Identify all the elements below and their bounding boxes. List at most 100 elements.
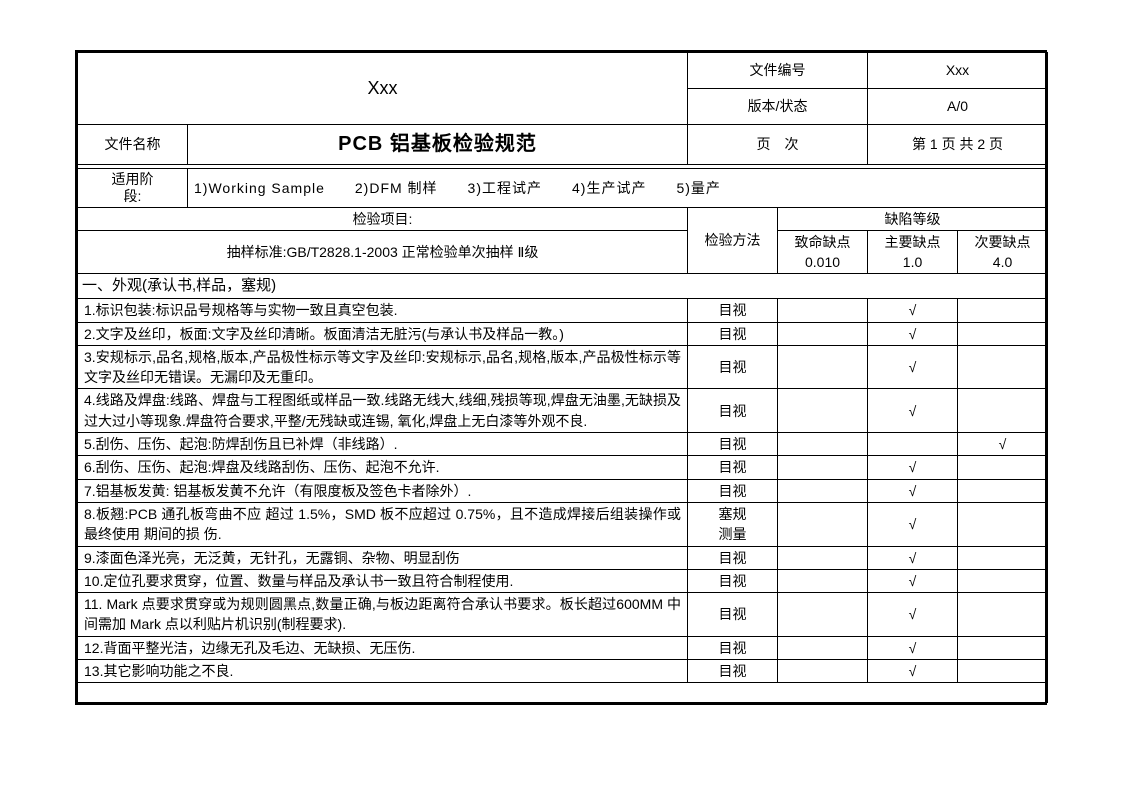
table-row: 11. Mark 点要求贯穿或为规则圆黑点,数量正确,与板边距离符合承认书要求。…	[78, 593, 1048, 637]
page-value: 第 1 页 共 2 页	[868, 125, 1048, 165]
document-sheet: Xxx 文件编号 Xxx 版本/状态 A/0 文件名称 PCB 铝基板检验规范 …	[75, 50, 1047, 705]
item-minor	[958, 299, 1048, 322]
item-fatal	[778, 456, 868, 479]
item-major: √	[868, 456, 958, 479]
fatal-value: 0.010	[805, 254, 840, 270]
version-label: 版本/状态	[688, 89, 868, 125]
item-desc: 7.铝基板发黄: 铝基板发黄不允许（有限度板及签色卡者除外）.	[78, 479, 688, 502]
minor-header: 次要缺点 4.0	[958, 230, 1048, 274]
sampling-standard: 抽样标准:GB/T2828.1-2003 正常检验单次抽样 Ⅱ级	[78, 230, 688, 274]
item-fatal	[778, 322, 868, 345]
item-method: 目视	[688, 433, 778, 456]
item-desc: 8.板翘:PCB 通孔板弯曲不应 超过 1.5%，SMD 板不应超过 0.75%…	[78, 502, 688, 546]
major-value: 1.0	[903, 254, 922, 270]
item-method: 目视	[688, 479, 778, 502]
item-method: 塞规测量	[688, 502, 778, 546]
table-row: 8.板翘:PCB 通孔板弯曲不应 超过 1.5%，SMD 板不应超过 0.75%…	[78, 502, 1048, 546]
item-minor	[958, 546, 1048, 569]
main-table: Xxx 文件编号 Xxx 版本/状态 A/0 文件名称 PCB 铝基板检验规范 …	[77, 52, 1048, 703]
item-minor	[958, 322, 1048, 345]
item-major: √	[868, 479, 958, 502]
item-method: 目视	[688, 636, 778, 659]
table-row: 7.铝基板发黄: 铝基板发黄不允许（有限度板及签色卡者除外）.目视 √	[78, 479, 1048, 502]
item-major	[868, 433, 958, 456]
item-desc: 13.其它影响功能之不良.	[78, 659, 688, 682]
item-major: √	[868, 502, 958, 546]
item-desc: 4.线路及焊盘:线路、焊盘与工程图纸或样品一致.线路无线大,线细,残损等现,焊盘…	[78, 389, 688, 433]
item-desc: 9.漆面色泽光亮，无泛黄，无针孔，无露铜、杂物、明显刮伤	[78, 546, 688, 569]
table-row: 5.刮伤、压伤、起泡:防焊刮伤且已补焊（非线路）.目视 √	[78, 433, 1048, 456]
item-fatal	[778, 433, 868, 456]
fatal-header: 致命缺点 0.010	[778, 230, 868, 274]
item-method: 目视	[688, 659, 778, 682]
inspect-item-header: 检验项目:	[78, 207, 688, 230]
section-1-title: 一、外观(承认书,样品，塞规)	[78, 274, 1048, 299]
item-major: √	[868, 299, 958, 322]
item-method: 目视	[688, 546, 778, 569]
item-minor	[958, 345, 1048, 389]
stage-label-line2: 段:	[124, 188, 142, 204]
item-major: √	[868, 569, 958, 592]
page-label: 页 次	[688, 125, 868, 165]
item-method: 目视	[688, 389, 778, 433]
minor-value: 4.0	[993, 254, 1012, 270]
minor-label: 次要缺点	[975, 234, 1031, 250]
item-minor: √	[958, 433, 1048, 456]
company-name: Xxx	[78, 53, 688, 125]
item-major: √	[868, 322, 958, 345]
stage-label: 适用阶 段:	[78, 169, 188, 208]
item-desc: 2.文字及丝印，板面:文字及丝印清晰。板面清洁无脏污(与承认书及样品一教。)	[78, 322, 688, 345]
item-minor	[958, 502, 1048, 546]
table-row: 2.文字及丝印，板面:文字及丝印清晰。板面清洁无脏污(与承认书及样品一教。)目视…	[78, 322, 1048, 345]
item-method: 目视	[688, 456, 778, 479]
table-row: 6.刮伤、压伤、起泡:焊盘及线路刮伤、压伤、起泡不允许.目视 √	[78, 456, 1048, 479]
method-header: 检验方法	[688, 207, 778, 274]
item-method: 目视	[688, 345, 778, 389]
table-row: 9.漆面色泽光亮，无泛黄，无针孔，无露铜、杂物、明显刮伤目视√	[78, 546, 1048, 569]
item-fatal	[778, 569, 868, 592]
item-minor	[958, 456, 1048, 479]
stage-label-line1: 适用阶	[112, 171, 154, 187]
item-fatal	[778, 636, 868, 659]
item-fatal	[778, 593, 868, 637]
item-desc: 10.定位孔要求贯穿，位置、数量与样品及承认书一致且符合制程使用.	[78, 569, 688, 592]
item-fatal	[778, 502, 868, 546]
item-method: 目视	[688, 322, 778, 345]
item-desc: 1.标识包装:标识品号规格等与实物一致且真空包装.	[78, 299, 688, 322]
item-minor	[958, 479, 1048, 502]
item-desc: 6.刮伤、压伤、起泡:焊盘及线路刮伤、压伤、起泡不允许.	[78, 456, 688, 479]
item-fatal	[778, 479, 868, 502]
item-desc: 5.刮伤、压伤、起泡:防焊刮伤且已补焊（非线路）.	[78, 433, 688, 456]
item-desc: 3.安规标示,品名,规格,版本,产品极性标示等文字及丝印:安规标示,品名,规格,…	[78, 345, 688, 389]
item-desc: 12.背面平整光洁，边缘无孔及毛边、无缺损、无压伤.	[78, 636, 688, 659]
table-row: 10.定位孔要求贯穿，位置、数量与样品及承认书一致且符合制程使用.目视 √	[78, 569, 1048, 592]
item-major: √	[868, 345, 958, 389]
item-major: √	[868, 389, 958, 433]
item-major: √	[868, 636, 958, 659]
stage-options: 1)Working Sample 2)DFM 制样 3)工程试产 4)生产试产 …	[188, 169, 1048, 208]
table-row: 3.安规标示,品名,规格,版本,产品极性标示等文字及丝印:安规标示,品名,规格,…	[78, 345, 1048, 389]
item-major: √	[868, 659, 958, 682]
item-fatal	[778, 345, 868, 389]
item-minor	[958, 659, 1048, 682]
doc-no-value: Xxx	[868, 53, 1048, 89]
item-major: √	[868, 593, 958, 637]
doc-title: PCB 铝基板检验规范	[188, 125, 688, 165]
item-method: 目视	[688, 569, 778, 592]
item-fatal	[778, 389, 868, 433]
table-row: 1.标识包装:标识品号规格等与实物一致且真空包装.目视√	[78, 299, 1048, 322]
item-minor	[958, 569, 1048, 592]
item-fatal	[778, 659, 868, 682]
fatal-label: 致命缺点	[795, 234, 851, 250]
item-fatal	[778, 299, 868, 322]
table-row: 4.线路及焊盘:线路、焊盘与工程图纸或样品一致.线路无线大,线细,残损等现,焊盘…	[78, 389, 1048, 433]
major-label: 主要缺点	[885, 234, 941, 250]
major-header: 主要缺点 1.0	[868, 230, 958, 274]
defect-level-header: 缺陷等级	[778, 207, 1048, 230]
doc-no-label: 文件编号	[688, 53, 868, 89]
filename-label: 文件名称	[78, 125, 188, 165]
item-minor	[958, 636, 1048, 659]
version-value: A/0	[868, 89, 1048, 125]
item-minor	[958, 389, 1048, 433]
item-minor	[958, 593, 1048, 637]
